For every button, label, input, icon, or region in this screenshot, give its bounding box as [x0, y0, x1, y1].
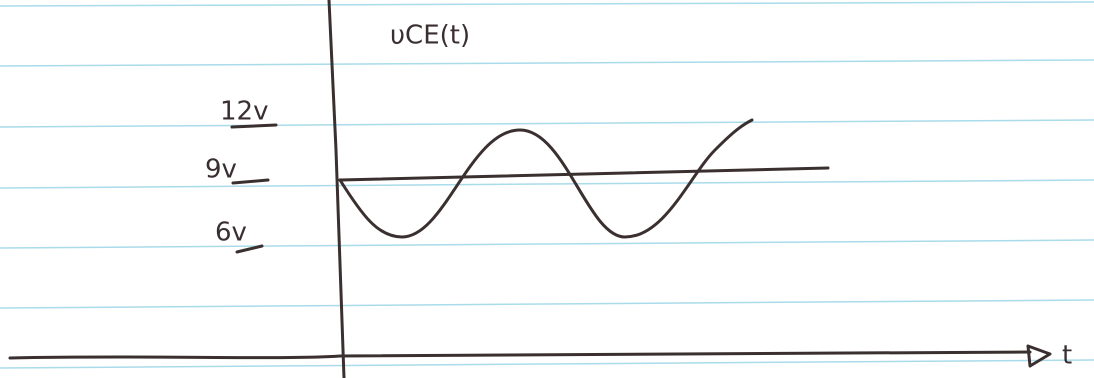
page: {"title": "υCE(t)", "y_labels": ["12v", …	[0, 0, 1094, 378]
title: υCE(t)	[390, 21, 470, 51]
horizontal-axis	[10, 352, 1030, 358]
rule-line	[0, 240, 1094, 248]
rule-line	[0, 300, 1094, 308]
sketch: υCE(t) 12v 9v 6v t	[0, 0, 1094, 378]
x-label: t	[1062, 341, 1072, 371]
rule-line	[0, 360, 1094, 368]
vertical-axis	[329, 0, 344, 378]
rule-line	[0, 120, 1094, 127]
rule-line	[0, 2, 1094, 6]
dc-level-line	[340, 168, 828, 180]
axis-arrow	[1028, 346, 1050, 366]
rule-line	[0, 60, 1094, 66]
y-label: 12v	[220, 97, 268, 127]
rule-line	[0, 180, 1094, 188]
y-label: 6v	[215, 218, 247, 248]
paper-rules	[0, 2, 1094, 368]
y-label: 9v	[205, 155, 237, 185]
